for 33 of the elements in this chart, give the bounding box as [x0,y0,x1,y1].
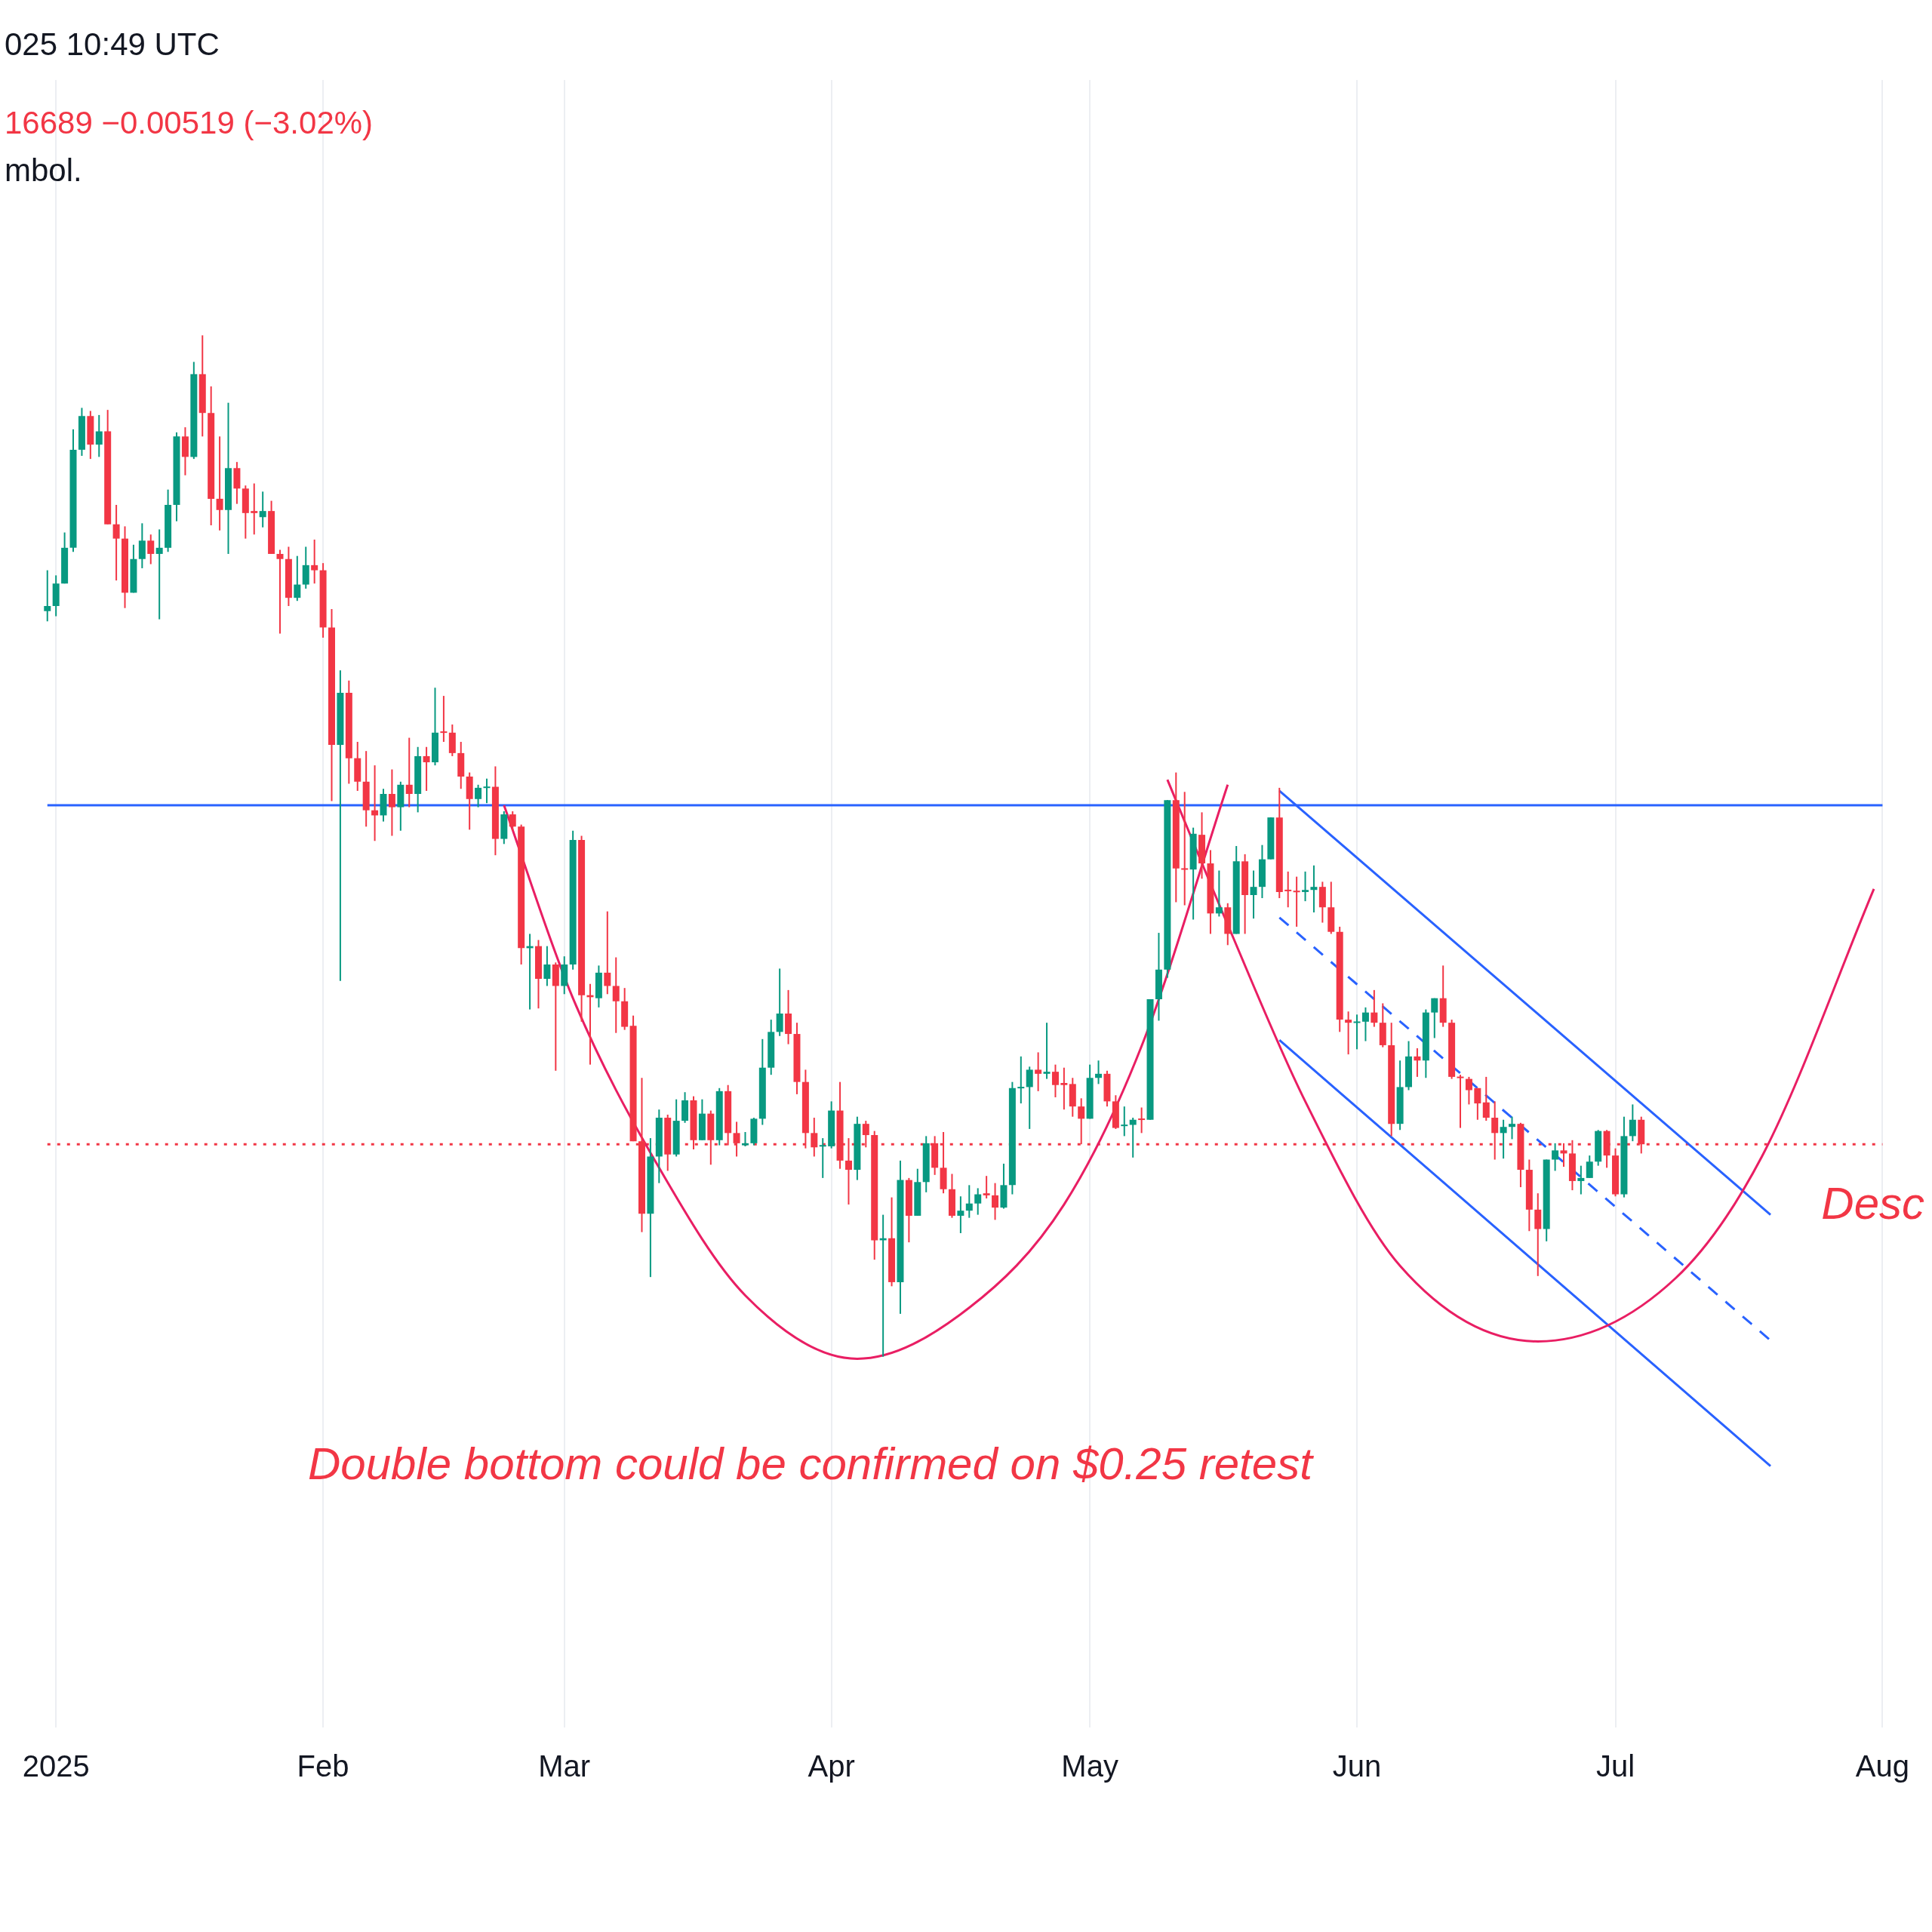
candlestick [1345,1011,1352,1055]
x-tick-label: Feb [297,1749,349,1783]
annotation: Desc [1821,1178,1924,1229]
candlestick [440,696,448,742]
candlestick [1457,1075,1464,1128]
candlestick [1293,876,1300,927]
x-tick-label: Aug [1855,1749,1909,1783]
x-tick-label: Apr [808,1749,855,1783]
candlestick [983,1176,990,1198]
candlestick [251,483,258,535]
x-tick-label: May [1061,1749,1118,1783]
candlestick [1121,1106,1128,1137]
candlestick [1138,1107,1146,1134]
candlestick [819,1138,826,1178]
text: mbol. [5,152,82,188]
candlestick [1353,1014,1361,1050]
candlestick [1310,865,1318,912]
candlestick [1284,871,1292,908]
x-tick-label: Jun [1332,1749,1382,1783]
candlestick [483,778,491,804]
candlestick [1302,871,1309,902]
text: 025 10:49 UTC [5,26,220,62]
x-tick-label: Jul [1595,1749,1635,1783]
candlestick [1043,1023,1051,1079]
candlestick [1181,792,1189,906]
text: Double bottom could be confirmed on $0.25 retest [308,1438,1312,1489]
x-tick-label: 2025 [22,1749,90,1783]
x-tick-label: Mar [538,1749,591,1783]
candlestick [155,529,163,620]
text: 16689 −0.00519 (−3.02%) [5,105,374,140]
candlestick [1060,1067,1068,1110]
candlestick [276,549,284,634]
candlestick [1017,1056,1025,1104]
